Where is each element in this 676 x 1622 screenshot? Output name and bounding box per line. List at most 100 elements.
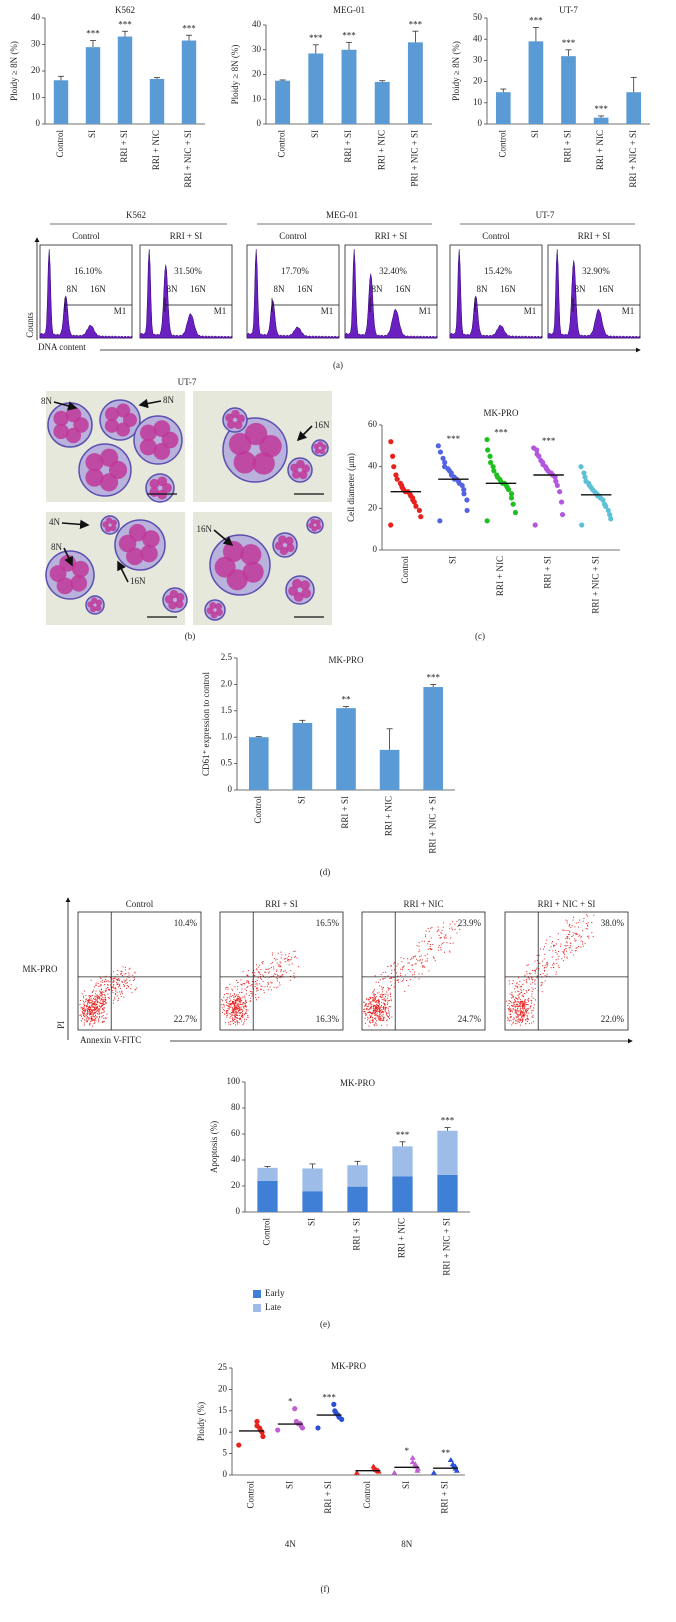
dot	[375, 1001, 377, 1003]
y-tick-label: 30	[252, 44, 262, 54]
dot	[98, 1012, 100, 1014]
dot	[368, 1009, 370, 1011]
dot	[518, 984, 520, 986]
dot	[242, 1016, 244, 1018]
dot	[552, 941, 554, 943]
gate-percent: 31.50%	[174, 266, 202, 276]
dot	[522, 1004, 524, 1006]
dot	[366, 1005, 368, 1007]
dot	[531, 991, 533, 993]
dot	[96, 1006, 98, 1008]
dot	[121, 970, 123, 972]
dot	[371, 1013, 373, 1015]
dot	[131, 992, 133, 994]
dot	[90, 999, 92, 1001]
dot	[101, 1016, 103, 1018]
dot	[100, 995, 102, 997]
dot	[100, 1003, 102, 1005]
dot	[235, 1014, 237, 1016]
dot	[235, 1024, 237, 1026]
dot	[513, 1003, 515, 1005]
dot	[379, 1014, 381, 1016]
dot	[577, 933, 579, 935]
dot	[393, 961, 395, 963]
dot	[565, 941, 567, 943]
dot	[95, 990, 97, 992]
dot	[242, 996, 244, 998]
dot	[255, 980, 257, 982]
dot	[91, 1001, 93, 1003]
significance: **	[441, 1448, 451, 1458]
dot	[412, 956, 414, 958]
dot	[267, 989, 269, 991]
data-point	[409, 1454, 416, 1460]
dot	[517, 1005, 519, 1007]
dot	[580, 946, 582, 948]
data-point	[254, 1418, 260, 1425]
nucleus	[95, 599, 103, 606]
x-tick-label: RRI + SI	[352, 1218, 362, 1251]
dot	[283, 958, 285, 960]
dot	[379, 994, 381, 996]
x-tick-label: Control	[245, 1481, 255, 1509]
dot	[378, 1001, 380, 1003]
dot	[421, 965, 423, 967]
dot	[257, 966, 259, 968]
dot	[507, 1008, 509, 1010]
dot	[368, 1004, 370, 1006]
dot	[556, 953, 558, 955]
dot	[445, 934, 447, 936]
dot	[83, 1022, 85, 1024]
y-tick-label: 15	[218, 1405, 228, 1415]
nucleus	[153, 420, 171, 438]
dot	[534, 980, 536, 982]
nucleus	[315, 524, 322, 530]
dot	[80, 1014, 82, 1016]
dot	[230, 996, 232, 998]
dot	[242, 1009, 244, 1011]
dot	[243, 1014, 245, 1016]
x-tick-label: SI	[401, 1481, 411, 1489]
dot	[423, 965, 425, 967]
dot	[116, 981, 118, 983]
dot	[231, 1003, 233, 1005]
dot	[264, 986, 266, 988]
dot	[240, 991, 242, 993]
dot	[370, 1005, 372, 1007]
dot	[437, 949, 439, 951]
dot	[511, 997, 513, 999]
dot	[526, 971, 528, 973]
dot	[520, 1001, 522, 1003]
dot	[403, 978, 405, 980]
dot	[235, 1016, 237, 1018]
dot	[261, 961, 263, 963]
dot	[586, 914, 588, 916]
dot	[102, 1004, 104, 1006]
dot	[592, 935, 594, 937]
y-tick-label: 80	[231, 1102, 241, 1112]
dot	[90, 1018, 92, 1020]
dot	[233, 1005, 235, 1007]
nucleus	[128, 523, 147, 542]
x-tick-label: Control	[262, 1218, 272, 1246]
dot	[242, 983, 244, 985]
dot	[247, 980, 249, 982]
dot	[284, 958, 286, 960]
dot	[523, 1014, 525, 1016]
dot	[378, 1007, 380, 1009]
dot	[298, 966, 300, 968]
dot	[397, 979, 399, 981]
dot	[276, 970, 278, 972]
dot	[102, 997, 104, 999]
dot	[229, 983, 231, 985]
nucleus	[259, 434, 282, 458]
dot	[87, 1004, 89, 1006]
dot	[382, 1016, 384, 1018]
dot	[387, 965, 389, 967]
dot	[372, 997, 374, 999]
dot	[376, 1004, 378, 1006]
dot	[104, 980, 106, 982]
dot	[383, 1017, 385, 1019]
significance: ***	[342, 30, 356, 40]
dot	[83, 1012, 85, 1014]
